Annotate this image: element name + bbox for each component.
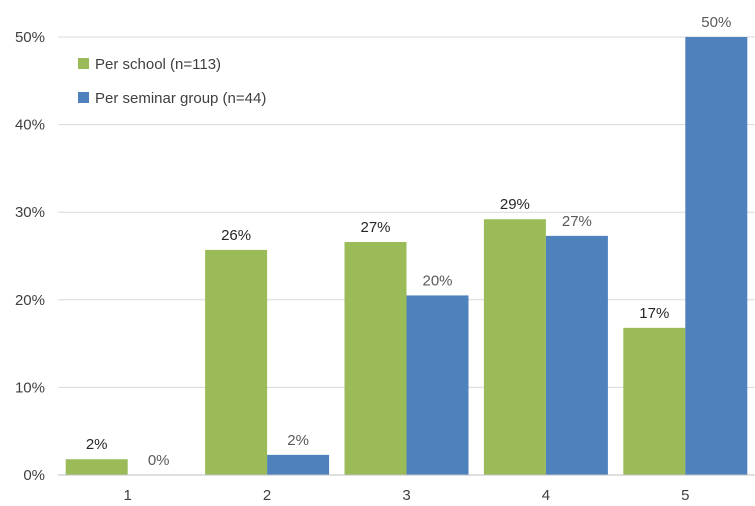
legend-label-per-school: Per school (n=113) xyxy=(95,56,221,73)
bar-per-school-1 xyxy=(65,459,128,475)
x-tick-label: 5 xyxy=(681,487,689,504)
data-label: 29% xyxy=(500,196,530,213)
bar-per-seminar-group-3 xyxy=(406,295,469,475)
bar-per-seminar-group-5 xyxy=(685,37,748,475)
bar-per-seminar-group-4 xyxy=(545,235,608,475)
data-label: 17% xyxy=(639,305,669,322)
y-tick-label: 10% xyxy=(15,379,45,396)
data-label: 2% xyxy=(86,436,108,453)
data-labels: 2% 0% 26% 2% 27% 20% 29% 27% 17% 50% xyxy=(86,14,731,469)
y-tick-label: 40% xyxy=(15,117,45,134)
bar-per-school-2 xyxy=(205,249,268,475)
x-axis-ticks: 1 2 3 4 5 xyxy=(124,487,690,504)
y-tick-label: 30% xyxy=(15,204,45,221)
data-label: 27% xyxy=(562,213,592,230)
y-tick-label: 50% xyxy=(15,29,45,46)
legend-label-per-seminar-group: Per seminar group (n=44) xyxy=(95,90,266,107)
x-tick-label: 3 xyxy=(402,487,410,504)
bar-per-school-3 xyxy=(344,241,407,475)
legend-swatch-per-school xyxy=(78,58,89,69)
y-tick-label: 20% xyxy=(15,292,45,309)
x-tick-label: 4 xyxy=(542,487,550,504)
data-label: 26% xyxy=(221,227,251,244)
data-label: 2% xyxy=(287,432,309,449)
y-axis-ticks: 0% 10% 20% 30% 40% 50% xyxy=(15,29,45,484)
y-tick-label: 0% xyxy=(23,467,45,484)
legend: Per school (n=113) Per seminar group (n=… xyxy=(78,56,266,107)
data-label: 0% xyxy=(148,452,170,469)
bars xyxy=(65,37,748,475)
x-tick-label: 1 xyxy=(124,487,132,504)
data-label: 27% xyxy=(360,219,390,236)
legend-swatch-per-seminar-group xyxy=(78,92,89,103)
x-tick-label: 2 xyxy=(263,487,271,504)
data-label: 50% xyxy=(701,14,731,31)
bar-per-school-4 xyxy=(483,219,546,475)
bar-per-school-5 xyxy=(623,327,686,475)
bar-per-seminar-group-2 xyxy=(267,454,330,475)
data-label: 20% xyxy=(422,272,452,289)
